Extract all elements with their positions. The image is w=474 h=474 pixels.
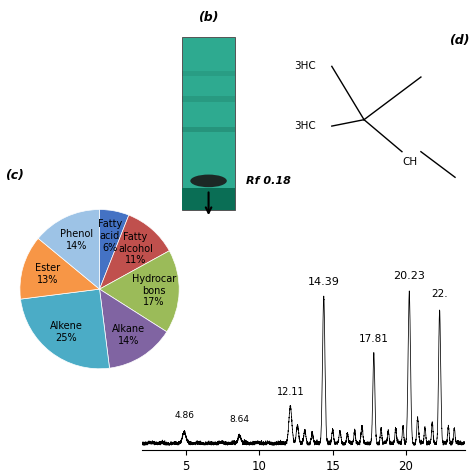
Text: 14.39: 14.39 [308, 277, 340, 287]
Wedge shape [100, 251, 179, 332]
Text: 4.86: 4.86 [174, 411, 194, 420]
Wedge shape [100, 289, 167, 368]
Bar [182, 127, 235, 132]
Text: Ester
13%: Ester 13% [35, 263, 60, 285]
Text: Hydrocar
bons
17%: Hydrocar bons 17% [132, 274, 176, 308]
Text: 12.11: 12.11 [276, 387, 304, 397]
Wedge shape [38, 210, 100, 289]
Text: (d): (d) [448, 35, 469, 47]
Text: Alkene
25%: Alkene 25% [50, 321, 83, 343]
Bar [182, 37, 235, 210]
Text: 3HC: 3HC [294, 61, 316, 72]
Text: Alkane
14%: Alkane 14% [112, 324, 145, 346]
Text: 20.23: 20.23 [393, 272, 425, 282]
Bar [182, 96, 235, 101]
Text: 8.64: 8.64 [229, 415, 249, 424]
Wedge shape [20, 289, 109, 369]
Bar [182, 71, 235, 76]
Text: Phenol
14%: Phenol 14% [60, 229, 93, 251]
Wedge shape [20, 238, 100, 299]
Ellipse shape [190, 174, 227, 187]
Text: Fatty
alcohol
11%: Fatty alcohol 11% [118, 232, 153, 265]
Wedge shape [100, 215, 169, 289]
Text: CH: CH [402, 157, 417, 167]
Text: 3HC: 3HC [294, 121, 316, 131]
Text: Fatty
acid
6%: Fatty acid 6% [98, 219, 122, 253]
Wedge shape [100, 210, 129, 289]
Text: 22.: 22. [431, 289, 448, 299]
Text: Rf 0.18: Rf 0.18 [246, 176, 292, 186]
Bar [182, 188, 235, 210]
Text: (b): (b) [198, 11, 219, 24]
Text: (c): (c) [5, 169, 24, 182]
Text: 17.81: 17.81 [359, 334, 389, 344]
